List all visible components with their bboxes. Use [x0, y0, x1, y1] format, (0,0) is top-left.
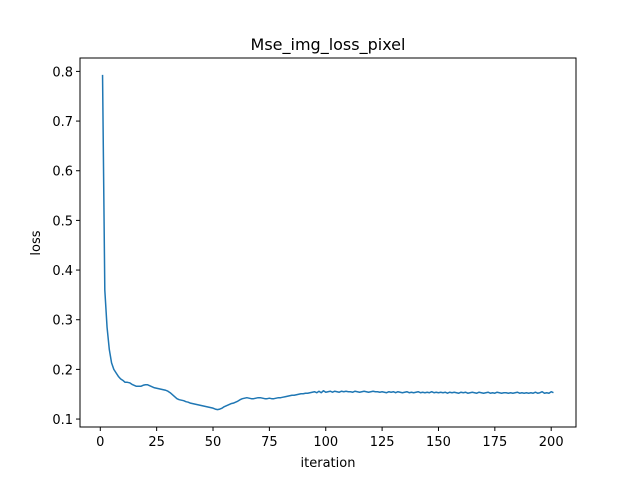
- x-axis-label: iteration: [301, 456, 356, 471]
- x-tick-label: 0: [96, 435, 104, 450]
- y-tick-label: 0.2: [52, 363, 73, 378]
- x-tick-label: 125: [370, 435, 395, 450]
- y-tick-label: 0.4: [52, 264, 73, 279]
- x-tick-label: 175: [482, 435, 507, 450]
- x-tick-label: 100: [313, 435, 338, 450]
- y-axis-label: loss: [29, 230, 44, 255]
- x-tick-label: 25: [148, 435, 165, 450]
- chart-title: Mse_img_loss_pixel: [251, 35, 406, 55]
- y-tick-label: 0.6: [52, 165, 73, 180]
- data-line: [101, 74, 554, 411]
- y-tick-label: 0.1: [52, 413, 73, 428]
- plot-frame: [79, 57, 577, 428]
- x-tick-label: 50: [205, 435, 222, 450]
- x-tick-label: 200: [539, 435, 564, 450]
- y-tick-label: 0.5: [52, 214, 73, 229]
- y-tick-label: 0.7: [52, 115, 73, 130]
- y-tick-label: 0.8: [52, 65, 73, 80]
- x-tick-label: 150: [426, 435, 451, 450]
- y-tick-label: 0.3: [52, 314, 73, 329]
- x-tick-label: 75: [261, 435, 278, 450]
